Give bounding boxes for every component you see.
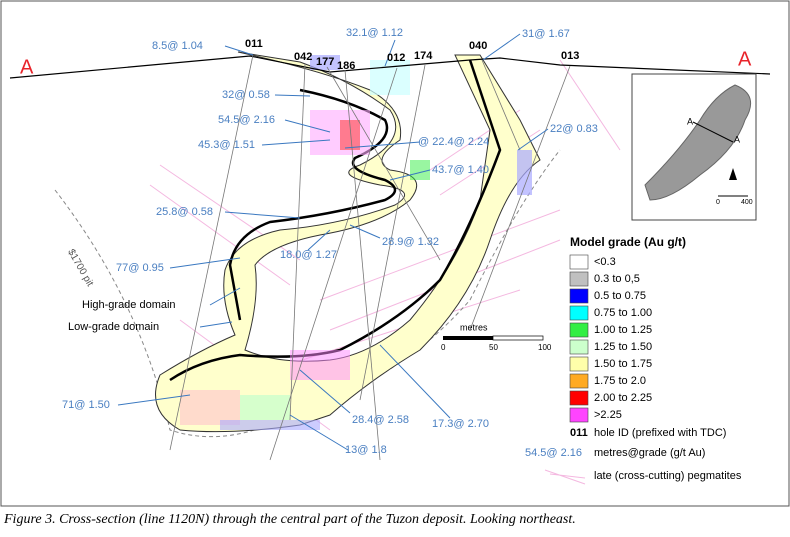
topography: [9, 55, 771, 79]
legend-label: 0.75 to 1.00: [594, 307, 652, 319]
intercept-label: 18.0@ 1.27: [280, 249, 337, 261]
hole-id: 174: [414, 50, 433, 62]
intercept-label: 25.8@ 0.58: [156, 206, 213, 218]
intercept-label: 43.7@ 1.40: [432, 164, 489, 176]
drill-holes: [169, 54, 571, 461]
inset-section-line: [692, 121, 734, 143]
inset-scale-label: 0: [716, 199, 720, 206]
inset-label: A: [687, 116, 693, 126]
hole-id: 012: [387, 52, 405, 64]
legend-label: <0.3: [594, 256, 616, 268]
domain-label: Low-grade domain: [68, 321, 159, 333]
frame: [0, 0, 790, 507]
legend-title: Model grade (Au g/t): [570, 235, 686, 249]
intercept-label: 17.3@ 2.70: [432, 418, 489, 430]
legend-label: 1.75 to 2.0: [594, 375, 646, 387]
pit-outline: [54, 149, 561, 438]
legend-label: 0.3 to 0,5: [594, 273, 640, 285]
hole-id: 186: [337, 60, 355, 72]
section-label: A: [738, 48, 752, 70]
intercept-label: 22@ 0.83: [550, 123, 598, 135]
hole-id: 011: [245, 38, 263, 50]
domain-label: High-grade domain: [82, 299, 176, 311]
intercept-label: 31@ 1.67: [522, 28, 570, 40]
intercept-label: 32.1@ 1.12: [346, 27, 403, 39]
hole-id: 040: [469, 40, 487, 52]
hole-id: 177: [316, 56, 334, 68]
high-grade-domain: [228, 88, 397, 321]
legend-text: metres@grade (g/t Au): [594, 447, 705, 459]
legend-text: hole ID (prefixed with TDC): [594, 427, 726, 439]
high-grade-domain: [169, 59, 502, 382]
grade-blocks: [180, 55, 532, 430]
legend-label: 1.50 to 1.75: [594, 358, 652, 370]
legend-text: late (cross-cutting) pegmatites: [594, 470, 742, 482]
legend-swatch: [569, 339, 589, 355]
scale-bar: [443, 336, 493, 340]
legend-label: 1.00 to 1.25: [594, 324, 652, 336]
legend-swatch: [569, 390, 589, 406]
leaders: [117, 33, 549, 451]
scale-tick: 50: [489, 343, 498, 352]
legend-label: 1.25 to 1.50: [594, 341, 652, 353]
intercept-label: @ 22.4@ 2.24: [418, 136, 489, 148]
legend-swatch: [569, 305, 589, 321]
intercept-label: 77@ 0.95: [116, 262, 164, 274]
intercept-label: 32@ 0.58: [222, 89, 270, 101]
section-label: A: [20, 56, 34, 78]
legend-key: 011: [570, 427, 588, 439]
hole-id: 013: [561, 50, 579, 62]
caption: Figure 3. Cross-section (line 1120N) thr…: [3, 512, 576, 527]
scale-tick: 0: [441, 343, 446, 352]
intercept-label: 28.9@ 1.32: [382, 236, 439, 248]
inset-scale-label: 400: [741, 199, 753, 206]
inset-label: A: [734, 134, 740, 144]
legend-swatch: [569, 407, 589, 423]
scale-bar: [492, 335, 544, 341]
intercept-label: 8.5@ 1.04: [152, 40, 203, 52]
hole-id: 042: [294, 51, 312, 63]
pit-label: $1700 pit: [65, 247, 95, 288]
legend-label: 0.5 to 0.75: [594, 290, 646, 302]
north-arrow: [729, 168, 737, 180]
legend-swatch: [569, 254, 589, 270]
intercept-label: 54.5@ 2.16: [218, 114, 275, 126]
scale-tick: 100: [538, 343, 552, 352]
scale-title: metres: [460, 322, 488, 332]
inset-model: [644, 84, 752, 201]
intercept-label: 71@ 1.50: [62, 399, 110, 411]
legend-swatch: [569, 271, 589, 287]
legend-key: 54.5@ 2.16: [525, 447, 582, 459]
intercept-label: 13@ 1.8: [345, 444, 387, 456]
legend-swatch: [569, 356, 589, 372]
legend-swatch: [569, 322, 589, 338]
intercept-label: 45.3@ 1.51: [198, 139, 255, 151]
legend-swatch: [569, 373, 589, 389]
legend-swatch: [569, 288, 589, 304]
legend-label: >2.25: [594, 409, 622, 421]
legend-label: 2.00 to 2.25: [594, 392, 652, 404]
legend-peg-sample: [544, 469, 586, 485]
intercept-label: 28.4@ 2.58: [352, 414, 409, 426]
